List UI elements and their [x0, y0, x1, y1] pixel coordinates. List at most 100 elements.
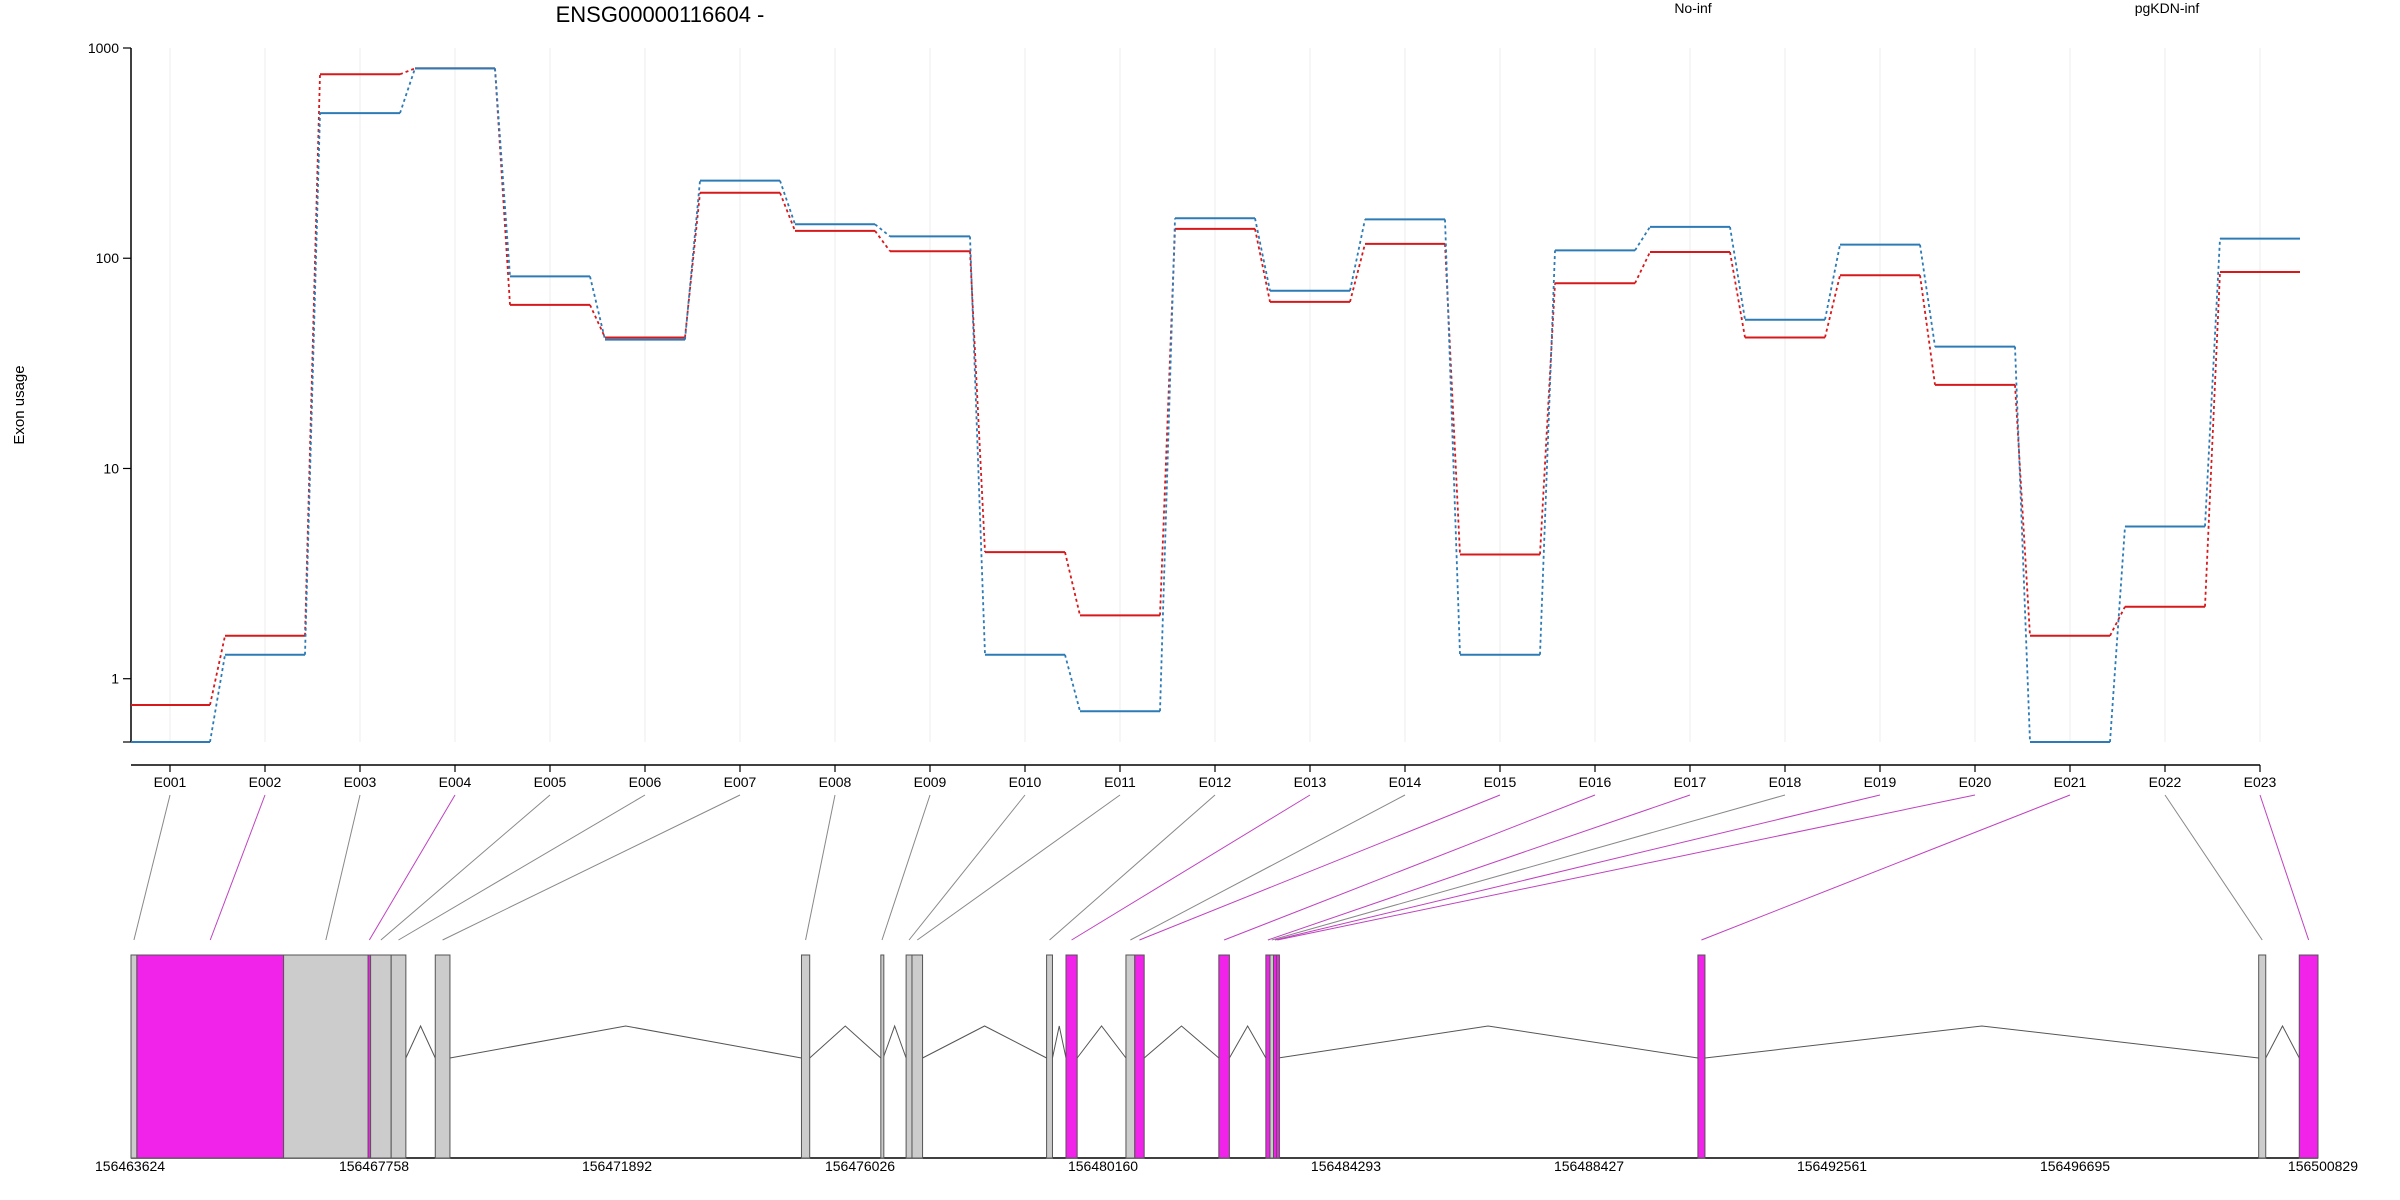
series-no-inf-link-19 — [1919, 275, 1936, 385]
connector-e003 — [325, 794, 361, 941]
exon-box-e023 — [2298, 954, 2319, 1159]
gene-axis-tick-156488427: 156488427 — [1554, 1158, 1624, 1174]
gridlines — [169, 48, 2261, 742]
exon-connectors — [133, 794, 2310, 941]
x-tick-label-e021: E021 — [2054, 774, 2087, 790]
legend-entry-no-inf: No-inf — [1674, 0, 1711, 16]
x-tick-label-e004: E004 — [439, 774, 472, 790]
x-tick-label-e014: E014 — [1389, 774, 1422, 790]
connector-e013 — [1071, 794, 1311, 941]
gene-axis-tick-156476026: 156476026 — [825, 1158, 895, 1174]
connector-e022 — [2164, 794, 2263, 941]
connector-e015 — [1139, 794, 1501, 941]
x-tick-label-e015: E015 — [1484, 774, 1517, 790]
series-pgkdn-inf-link-7 — [779, 180, 796, 225]
x-tick-label-e001: E001 — [154, 774, 187, 790]
series-pgkdn-inf-link-16 — [1634, 226, 1651, 251]
intron-13 — [1076, 1025, 1127, 1059]
gene-axis-tick-156500829: 156500829 — [2288, 1158, 2358, 1174]
series-pgkdn-inf-link-11 — [1159, 218, 1176, 712]
intron-6 — [405, 1024, 436, 1059]
exon-box-e011 — [911, 954, 924, 1159]
intron-20 — [1278, 1025, 1698, 1059]
series-no-inf-link-20 — [2014, 384, 2031, 636]
gene-model: 156463624 156467758 156471892 156476026 1564… — [95, 954, 2358, 1174]
series-pgkdn-inf-link-22 — [2204, 238, 2221, 527]
connector-e011 — [916, 794, 1121, 941]
connector-e004 — [368, 794, 456, 941]
x-tick-label-e018: E018 — [1769, 774, 1802, 790]
series-no-inf-link-8 — [874, 230, 891, 252]
y-tick-label-100: 100 — [96, 250, 120, 266]
x-tick-label-e002: E002 — [249, 774, 282, 790]
series-no-inf-link-3 — [399, 67, 416, 76]
series-pgkdn-inf-link-3 — [399, 68, 416, 114]
series-no-inf-link-5 — [589, 304, 606, 338]
exon-box-e002 — [136, 954, 285, 1159]
series-pgkdn-inf-link-21 — [2109, 526, 2126, 743]
series-no-inf-link-4 — [494, 68, 511, 305]
connector-e019 — [1274, 794, 1881, 941]
series-pgkdn-inf-link-1 — [209, 654, 226, 743]
x-tick-label-e003: E003 — [344, 774, 377, 790]
series-pgkdn-inf-link-2 — [304, 113, 321, 655]
intron-21 — [1704, 1025, 2259, 1059]
exon-box-e012 — [1046, 954, 1053, 1159]
intron-12 — [1051, 1025, 1067, 1059]
gene-axis-tick-156496695: 156496695 — [2040, 1158, 2110, 1174]
exon-box-e020 — [1275, 954, 1280, 1159]
gene-axis-tick-156480160: 156480160 — [1068, 1158, 1138, 1174]
connector-e012 — [1049, 794, 1216, 941]
intron-22 — [2265, 1024, 2300, 1059]
series-no-inf-link-17 — [1729, 251, 1746, 338]
series-no-inf-link-10 — [1064, 551, 1081, 616]
x-tick-label-e009: E009 — [914, 774, 947, 790]
axes: 1 10 100 1000 E001 E002 E003 E004 E005 E006 E007 E0… — [88, 40, 2277, 790]
series-pgkdn-inf-link-19 — [1919, 244, 1936, 347]
series-no-inf-link-18 — [1824, 275, 1841, 338]
series-pgkdn-inf-link-4 — [494, 68, 511, 277]
series-no-inf-link-2 — [304, 74, 321, 636]
x-tick-label-e010: E010 — [1009, 774, 1042, 790]
series-pgkdn-inf-link-20 — [2014, 346, 2031, 743]
gene-axis-tick-156463624: 156463624 — [95, 1158, 165, 1174]
intron-7 — [449, 1025, 802, 1059]
connector-e014 — [1130, 794, 1406, 941]
x-tick-label-e012: E012 — [1199, 774, 1232, 790]
connector-e008 — [805, 794, 836, 941]
series-no-inf-link-9 — [969, 251, 986, 553]
exon-box-e005 — [370, 954, 392, 1159]
series-lines — [131, 67, 2300, 743]
x-tick-label-e017: E017 — [1674, 774, 1707, 790]
connector-e021 — [1701, 794, 2071, 941]
connector-e017 — [1267, 794, 1691, 941]
series-pgkdn-inf-link-17 — [1729, 226, 1746, 320]
connector-e006 — [398, 794, 646, 941]
exon-box-e022 — [2258, 954, 2267, 1159]
connector-e016 — [1223, 794, 1596, 941]
exon-box-e015 — [1134, 954, 1145, 1159]
exon-box-e014 — [1125, 954, 1136, 1159]
exon-box-e013 — [1065, 954, 1078, 1159]
connector-e002 — [209, 794, 266, 941]
series-pgkdn-inf-link-5 — [589, 276, 606, 340]
gene-axis-tick-156492561: 156492561 — [1797, 1158, 1867, 1174]
exon-box-e001 — [130, 954, 138, 1159]
x-tick-label-e016: E016 — [1579, 774, 1612, 790]
connector-e020 — [1277, 794, 1976, 941]
exon-box-e006 — [390, 954, 407, 1159]
x-tick-label-e013: E013 — [1294, 774, 1327, 790]
exon-box-e007 — [434, 954, 451, 1159]
exon-box-e017 — [1265, 954, 1271, 1159]
x-tick-label-e011: E011 — [1104, 774, 1136, 790]
connector-e007 — [442, 794, 741, 941]
series-no-inf-link-14 — [1444, 243, 1461, 555]
connector-e005 — [380, 794, 551, 941]
x-tick-label-e005: E005 — [534, 774, 567, 790]
series-pgkdn-inf-link-8 — [874, 223, 891, 238]
exon-box-e018 — [1269, 954, 1274, 1159]
connector-e009 — [881, 794, 931, 941]
x-tick-label-e022: E022 — [2149, 774, 2182, 790]
y-tick-label-10: 10 — [103, 460, 119, 476]
